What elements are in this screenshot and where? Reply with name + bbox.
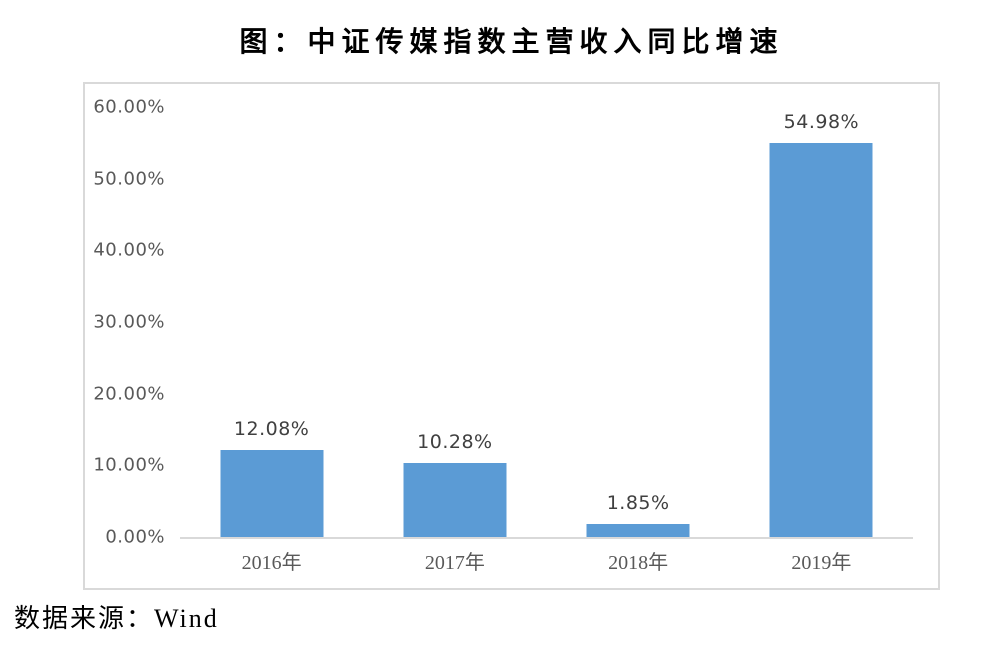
- y-tick-label: 20.00%: [93, 383, 165, 405]
- bar-2019年: [769, 142, 873, 537]
- x-tick-2019年: 2019年: [791, 552, 852, 574]
- bar-2017年: [403, 463, 507, 537]
- x-tick-2016年: 2016年: [241, 552, 302, 574]
- bar-value-label: 10.28%: [417, 431, 493, 454]
- y-tick-label: 30.00%: [93, 311, 165, 333]
- x-tick-2018年: 2018年: [608, 552, 669, 574]
- x-axis: 2016年 2017年 2018年 2019年: [180, 546, 913, 576]
- chart-frame: 0.00% 10.00% 20.00% 30.00% 40.00% 50.00% 60.00…: [83, 82, 940, 590]
- chart-title: 图：中证传媒指数主营收入同比增速: [239, 27, 784, 58]
- plot-area: 12.08% 10.28% 1.85% 54.98%: [180, 107, 913, 539]
- y-axis: 0.00% 10.00% 20.00% 30.00% 40.00% 50.00% 60.00…: [85, 97, 165, 548]
- y-tick-label: 10.00%: [93, 454, 165, 476]
- y-tick-label: 40.00%: [93, 239, 165, 261]
- bar-2018年: [586, 523, 690, 537]
- x-axis-line: [180, 537, 913, 539]
- y-tick-label: 50.00%: [93, 168, 165, 190]
- bar-value-label: 54.98%: [783, 110, 860, 133]
- y-tick-label: 60.00%: [93, 96, 165, 118]
- bar-value-label: 1.85%: [606, 491, 670, 514]
- y-tick-label: 0.00%: [105, 526, 165, 548]
- source-note: 数据来源：Wind: [14, 604, 219, 633]
- x-tick-2017年: 2017年: [424, 552, 485, 574]
- bar-value-label: 12.08%: [233, 418, 310, 441]
- bar-2016年: [220, 450, 324, 537]
